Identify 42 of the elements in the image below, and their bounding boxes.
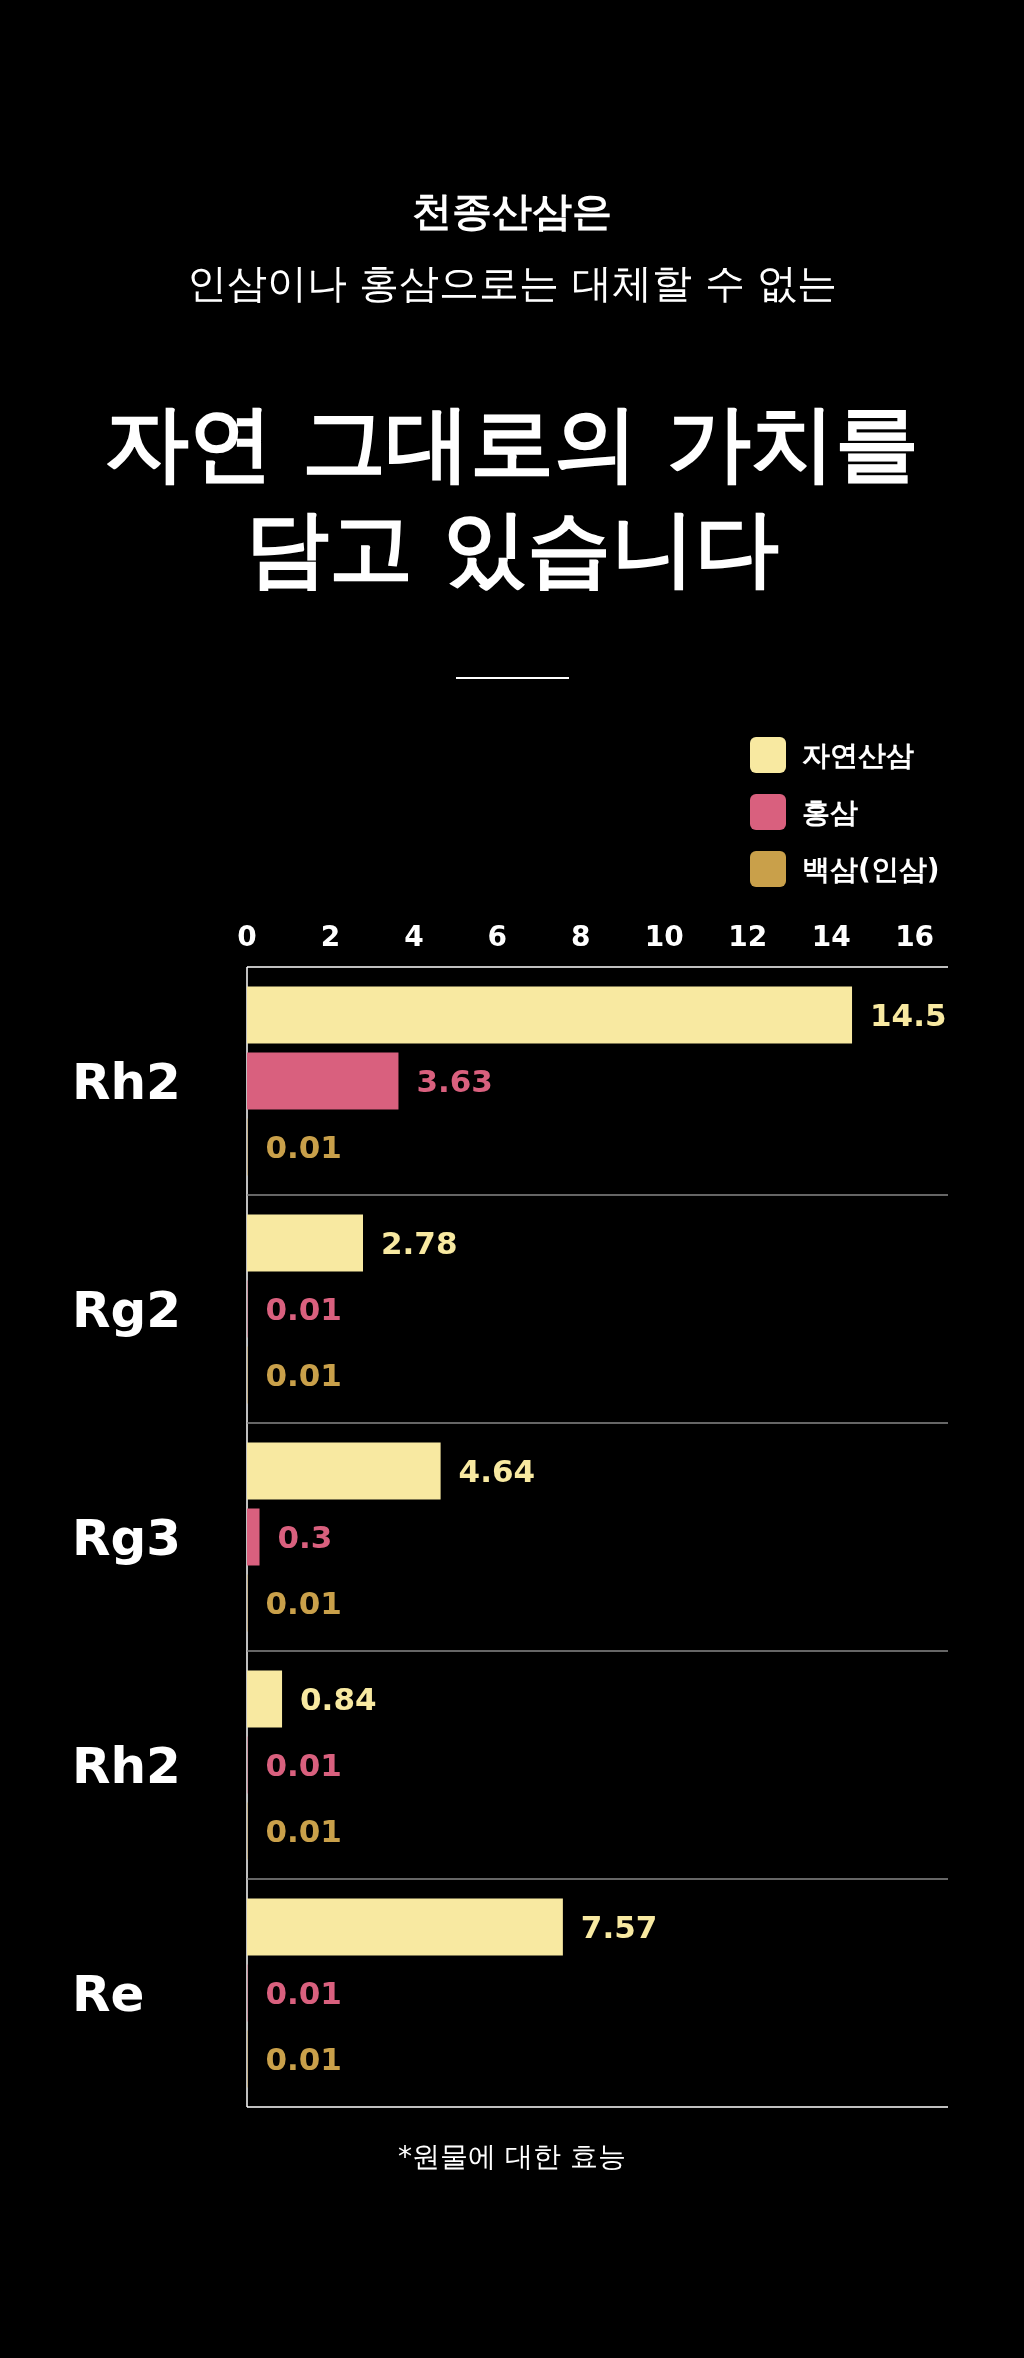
- data-label: 4.64: [458, 1453, 536, 1489]
- x-tick-label: 14: [811, 920, 851, 953]
- bar: [247, 1442, 441, 1500]
- y-tick-label: Re: [72, 1965, 145, 2023]
- y-tick-label: Rh2: [72, 1053, 181, 1111]
- y-tick-label: Rh2: [72, 1737, 181, 1795]
- data-label: 0.01: [265, 1747, 342, 1783]
- x-tick-label: 0: [237, 920, 257, 953]
- x-tick-label: 4: [404, 920, 424, 953]
- bar: [247, 1508, 260, 1566]
- bar: [247, 1052, 399, 1110]
- data-label: 2.78: [381, 1225, 458, 1261]
- x-tick-label: 8: [571, 920, 591, 953]
- bar: [247, 986, 853, 1044]
- chart-subtitle: 천종산삼은 인삼이나 홍삼으로는 대체할 수 없는: [186, 188, 838, 306]
- data-label: 0.01: [265, 1585, 342, 1621]
- x-tick-label: 2: [320, 920, 341, 953]
- data-label: 0.3: [277, 1519, 333, 1555]
- bar: [247, 1898, 563, 1956]
- data-label: 0.84: [300, 1681, 377, 1717]
- data-label: 0.01: [265, 1129, 342, 1165]
- data-label: 7.57: [580, 1909, 658, 1945]
- data-label: 14.5: [870, 997, 947, 1033]
- legend-label: 백삼(인삼): [802, 853, 940, 886]
- data-label: 0.01: [265, 1975, 342, 2011]
- y-tick-label: Rg3: [72, 1509, 182, 1567]
- data-label: 0.01: [265, 1291, 342, 1327]
- x-tick-label: 16: [895, 920, 935, 953]
- data-label: 0.01: [265, 2041, 342, 2077]
- legend-label: 자연산삼: [802, 739, 914, 772]
- bar: [247, 1214, 363, 1272]
- legend-label: 홍삼: [802, 796, 858, 829]
- data-label: 3.63: [416, 1063, 493, 1099]
- data-label: 0.01: [265, 1357, 342, 1393]
- text: *원물에 대한 효능: [398, 2140, 626, 2173]
- x-tick-label: 10: [644, 920, 684, 953]
- data-label: 0.01: [265, 1813, 342, 1849]
- y-tick-label: Rg2: [72, 1281, 182, 1339]
- x-tick-label: 6: [487, 920, 508, 953]
- chart-title: 자연 그대로의 가치를 담고 있습니다: [104, 394, 920, 597]
- bar: [247, 1670, 283, 1728]
- x-tick-label: 12: [728, 920, 768, 953]
